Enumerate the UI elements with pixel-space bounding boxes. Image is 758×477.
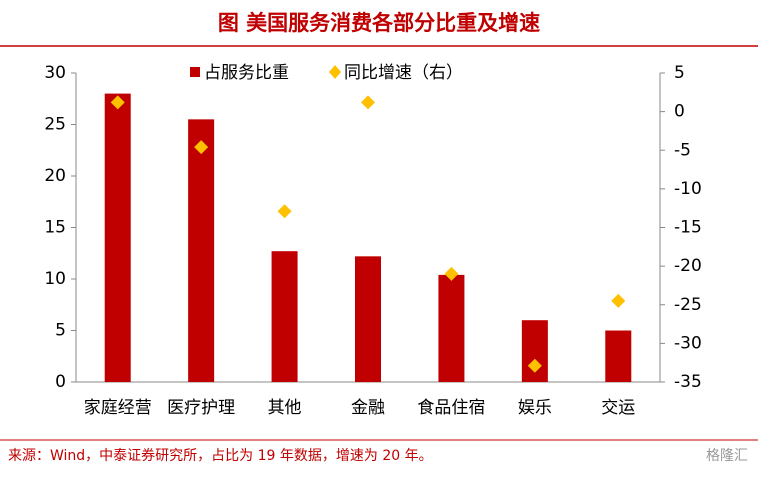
x-tick-label: 家庭经营 (84, 398, 152, 418)
bar (355, 256, 381, 382)
y2-tick-label: -15 (674, 218, 702, 238)
bar (104, 93, 131, 382)
y-tick-label: 10 (44, 269, 66, 289)
y2-tick-label: 0 (674, 102, 685, 122)
x-tick-label: 娱乐 (518, 398, 552, 418)
bar (271, 251, 298, 382)
x-tick-label: 交运 (601, 398, 635, 418)
diamond-marker (527, 358, 542, 373)
y2-tick-label: -20 (674, 256, 702, 276)
diamond-marker (194, 140, 209, 155)
y-tick-label: 20 (44, 166, 66, 186)
bar (605, 330, 632, 382)
y2-tick-label: -25 (674, 295, 702, 315)
diamond-marker (110, 95, 125, 110)
x-tick-label: 金融 (351, 398, 385, 418)
bar (438, 274, 465, 382)
diamond-marker (277, 204, 292, 219)
y-tick-label: 30 (44, 63, 66, 83)
x-tick-label: 其他 (268, 398, 302, 418)
y2-tick-label: 5 (674, 63, 685, 83)
diamond-marker (444, 266, 459, 281)
legend-swatch (329, 65, 341, 79)
y2-tick-label: -5 (674, 140, 691, 160)
chart-title: 图 美国服务消费各部分比重及增速 (218, 11, 540, 35)
diamond-marker (361, 95, 375, 110)
y2-tick-label: -30 (674, 333, 702, 353)
y2-tick-label: -10 (674, 179, 702, 199)
x-tick-label: 食品住宿 (417, 398, 485, 418)
y-tick-label: 5 (55, 321, 66, 341)
legend-label: 同比增速（右） (344, 63, 463, 83)
y-tick-label: 25 (44, 115, 66, 135)
legend-swatch (190, 67, 200, 77)
bar (188, 119, 215, 382)
source-note: 来源：Wind，中泰证券研究所，占比为 19 年数据，增速为 20 年。 (8, 448, 433, 464)
x-tick-label: 医疗护理 (167, 398, 235, 418)
watermark: 格隆汇 (706, 448, 748, 464)
y-tick-label: 0 (55, 372, 66, 392)
y-tick-label: 15 (44, 218, 66, 238)
diamond-marker (611, 293, 626, 308)
legend-label: 占服务比重 (204, 63, 289, 83)
y2-tick-label: -35 (674, 372, 702, 392)
